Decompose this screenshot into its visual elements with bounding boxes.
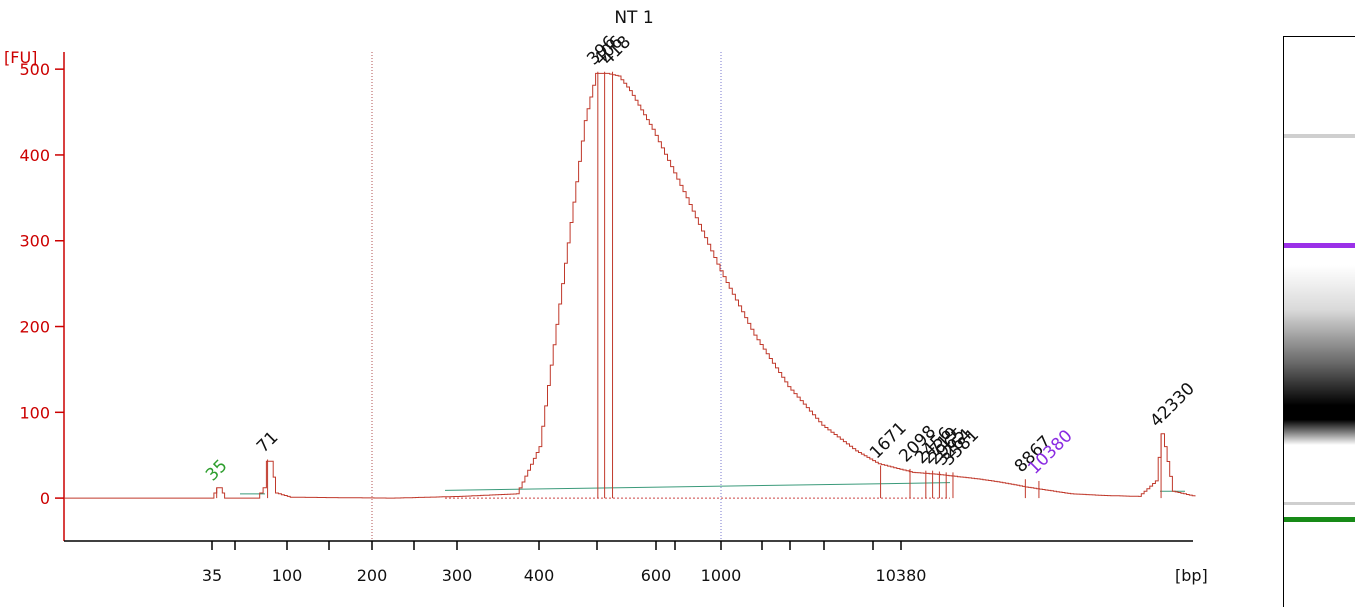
y-tick-label: 500	[19, 60, 50, 79]
gel-band-marker	[1284, 242, 1355, 248]
y-tick-label: 100	[19, 403, 50, 422]
trace-line	[64, 72, 1196, 499]
y-axis-label: [FU]	[4, 48, 37, 67]
trace-layer	[64, 72, 1196, 499]
electropherogram-chart: NT 1 [FU] [bp] 0 100 200 300 400 500 35 100 200…	[4, 8, 1208, 585]
peak-label: 35	[202, 456, 231, 485]
x-tick-label: 600	[641, 566, 672, 585]
y-axis: 0 100 200 300 400 500	[19, 52, 65, 541]
x-tick-label: 100	[272, 566, 303, 585]
region-baseline	[444, 482, 951, 491]
gel-band-lower-marker	[1284, 516, 1355, 522]
gel-lane	[1283, 36, 1355, 607]
chart-title: NT 1	[614, 8, 653, 28]
x-tick-label: 1000	[701, 566, 742, 585]
x-axis: 35 100 200 300 400 600 1000 10380	[64, 540, 1193, 585]
y-tick-label: 0	[40, 489, 50, 508]
x-tick-label: 300	[442, 566, 473, 585]
y-tick-label: 300	[19, 232, 50, 251]
baseline-lines	[240, 482, 1185, 499]
y-tick-label: 400	[19, 146, 50, 165]
x-tick-label: 35	[202, 566, 222, 585]
gel-band-upper-marker	[1284, 134, 1355, 139]
grid-lines	[371, 52, 722, 541]
x-tick-label: 10380	[876, 566, 927, 585]
x-tick-label: 400	[524, 566, 555, 585]
y-tick-label: 200	[19, 318, 50, 337]
x-axis-label: [bp]	[1175, 566, 1208, 585]
peak-label: 42330	[1146, 379, 1198, 431]
x-tick-label: 200	[357, 566, 388, 585]
gel-band-lower-marker	[1284, 502, 1355, 506]
gel-band-smear	[1284, 265, 1355, 446]
peak-label: 71	[253, 428, 282, 457]
peak-labels: 3571396406418167120982456271929653264358…	[202, 32, 1199, 499]
